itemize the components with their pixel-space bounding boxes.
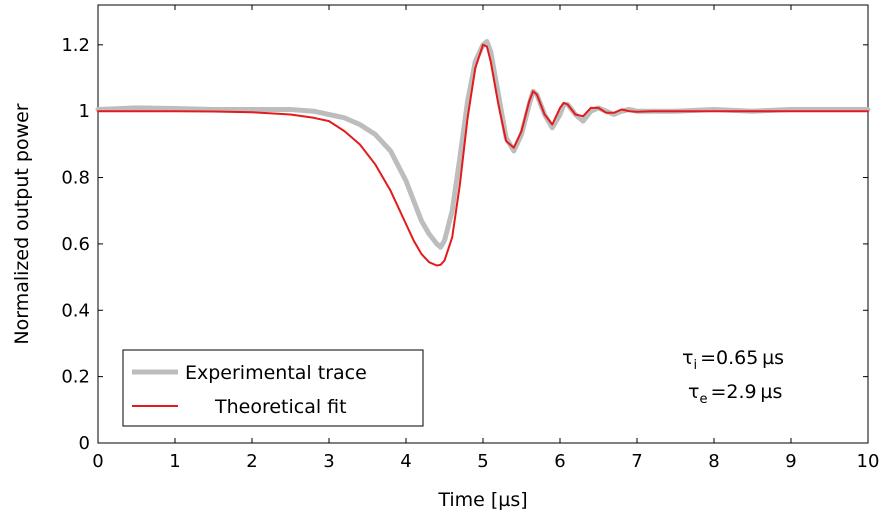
x-tick-label: 10 <box>857 451 880 472</box>
annotation-tau-e-symbol: τ <box>688 381 699 403</box>
annotation-tau-e-value: =2.9 µs <box>710 381 782 403</box>
y-tick-label: 0.6 <box>61 234 90 255</box>
y-tick-label: 0 <box>79 433 90 454</box>
x-tick-label: 1 <box>169 451 180 472</box>
y-axis-ticks: 0 0.2 0.4 0.6 0.8 1 1.2 <box>61 35 868 454</box>
legend: Experimental trace Theoretical fit <box>122 349 424 427</box>
x-tick-label: 6 <box>554 451 565 472</box>
x-tick-label: 9 <box>785 451 796 472</box>
y-axis-label: Normalized output power <box>11 103 33 344</box>
x-tick-label: 2 <box>246 451 257 472</box>
y-tick-label: 1 <box>79 101 90 122</box>
y-tick-label: 0.4 <box>61 300 90 321</box>
series-line-experimental-trace <box>95 39 871 250</box>
annotation-tau-e: τe =2.9 µs <box>688 381 782 407</box>
x-tick-label: 0 <box>92 451 103 472</box>
legend-label-theoretical-fit: Theoretical fit <box>214 396 347 418</box>
x-tick-label: 3 <box>323 451 334 472</box>
x-axis-ticks: 0 1 2 3 4 5 6 7 8 9 10 <box>92 5 879 472</box>
annotation-tau-i-value: =0.65 µs <box>700 347 784 369</box>
x-axis-label: Time [µs] <box>437 489 527 511</box>
y-tick-label: 0.2 <box>61 367 90 388</box>
annotation-tau-e-subscript: e <box>699 392 707 407</box>
series-line-theoretical-fit <box>97 43 869 267</box>
annotation-tau-i-symbol: τ <box>682 347 693 369</box>
legend-label-experimental-trace: Experimental trace <box>185 362 367 384</box>
annotation-tau-i-subscript: i <box>693 358 697 373</box>
x-tick-label: 4 <box>400 451 411 472</box>
x-tick-label: 7 <box>631 451 642 472</box>
legend-box <box>122 349 424 427</box>
annotation-tau-i: τi =0.65 µs <box>682 347 784 373</box>
x-tick-label: 5 <box>477 451 488 472</box>
series-layer <box>95 39 871 267</box>
y-tick-label: 0.8 <box>61 168 90 189</box>
y-tick-label: 1.2 <box>61 35 90 56</box>
x-tick-label: 8 <box>708 451 719 472</box>
